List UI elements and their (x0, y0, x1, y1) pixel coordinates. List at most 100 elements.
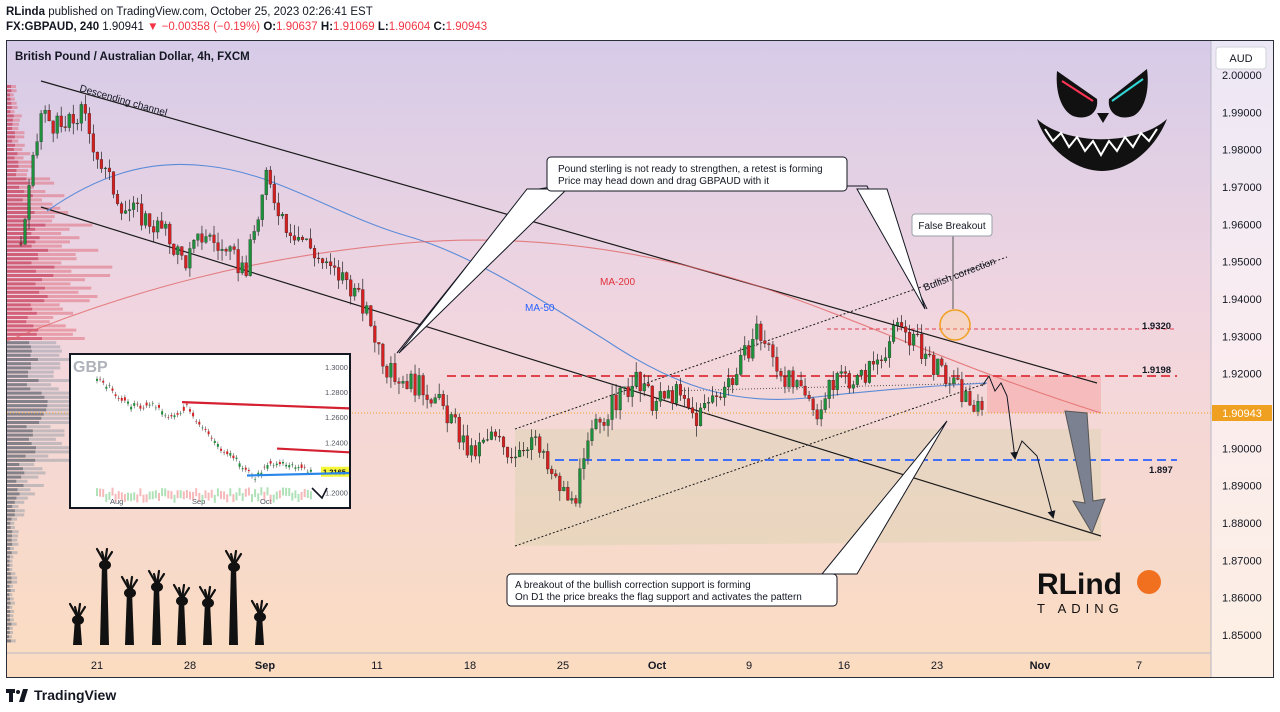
volume-profile-bar-core (7, 576, 12, 580)
inset-candle-body (204, 428, 207, 430)
candle-body (875, 359, 880, 365)
volume-profile-bar (7, 320, 50, 324)
volume-profile-bar (7, 614, 14, 618)
volume-profile-bar (7, 433, 65, 437)
volume-profile-bar (7, 475, 39, 479)
inset-volume-bar (142, 494, 145, 503)
volume-profile-bar-core (7, 631, 10, 634)
tradingview-brand[interactable]: TradingView (6, 687, 116, 703)
candle-body (650, 385, 654, 411)
candle-body (393, 363, 397, 382)
volume-profile-bar (7, 622, 17, 626)
volume-profile-bar-core (7, 185, 20, 189)
volume-profile-bar (7, 282, 71, 286)
candle-body (176, 246, 180, 255)
inset-volume-bar (294, 490, 297, 499)
inset-y-tick: 1.2800 (325, 388, 348, 397)
volume-profile-bar-core (7, 374, 28, 378)
candle-body (453, 414, 457, 418)
candle-body (578, 468, 582, 504)
inset-volume-bar (300, 491, 303, 500)
inset-x-tick: Aug (110, 497, 123, 506)
inset-candle-body (158, 405, 160, 408)
chart-frame[interactable]: False Breakout Pound sterling is not rea… (6, 40, 1274, 678)
inset-volume-bar (309, 491, 312, 500)
volume-profile-bar-core (7, 605, 10, 609)
inset-volume-bar (241, 493, 244, 502)
volume-profile-bar (7, 122, 19, 126)
candle-body (361, 289, 365, 314)
volume-profile-bar (7, 265, 113, 269)
inset-volume-bar (213, 494, 216, 503)
last-price: 1.90941 (102, 21, 144, 33)
candle-body (192, 239, 196, 249)
volume-profile-bar (7, 391, 84, 395)
inset-volume-bar (133, 492, 136, 501)
zombie-arm (125, 591, 134, 645)
inset-volume-bar (139, 488, 142, 497)
candle-body (839, 371, 843, 374)
volume-profile-bar-core (7, 194, 33, 198)
zombie-arm (177, 599, 186, 645)
candle-body (244, 262, 248, 276)
candle-body (944, 365, 948, 384)
volume-profile-bar-core (7, 538, 12, 542)
candle-body (948, 383, 952, 385)
author-name[interactable]: RLinda (6, 6, 45, 18)
volume-profile-bar (7, 374, 54, 378)
volume-profile-bar (7, 563, 13, 567)
candle-body (767, 343, 771, 345)
price-chart[interactable]: False Breakout Pound sterling is not rea… (7, 41, 1273, 677)
candle-body (369, 305, 373, 327)
candle-body (891, 325, 896, 342)
price-change: −0.00358 (−0.19%) (161, 21, 261, 33)
candle-body (960, 379, 964, 402)
pumpkin-icon (1137, 570, 1161, 594)
volume-profile-bar (7, 534, 19, 538)
candle-body (312, 248, 317, 259)
inset-last-tag (321, 466, 349, 477)
volume-profile-bar (7, 454, 49, 458)
volume-profile-bar-core (7, 513, 15, 517)
inset-candle-body (148, 404, 151, 406)
inset-volume-bar (204, 490, 207, 499)
candle-body (678, 384, 682, 396)
volume-profile-bar-core (7, 404, 48, 408)
volume-profile-bar (7, 274, 111, 277)
inset-candle-body (154, 407, 157, 409)
volume-profile-bar (7, 488, 31, 492)
false-breakout-circle (939, 309, 971, 341)
inset-volume-bar (148, 491, 151, 500)
inset-volume-bar (220, 490, 222, 499)
candle-body (618, 387, 622, 411)
inset-candle-body (229, 453, 232, 456)
volume-profile-bar-core (7, 589, 11, 592)
volume-profile-bar (7, 576, 18, 580)
candle-body (381, 343, 385, 367)
volume-profile-bar-core (7, 551, 12, 555)
volume-profile-bar-core (7, 173, 16, 177)
candle-body (160, 220, 164, 229)
level-label-1: 1.9320 (1142, 321, 1171, 332)
y-tick-label: 1.99000 (1222, 107, 1262, 119)
inset-volume-bar (105, 493, 108, 502)
volume-profile-bar-core (7, 379, 39, 382)
inset-support-line (246, 471, 350, 477)
volume-profile-bar-core (7, 601, 11, 605)
inset-volume-bar (111, 487, 114, 496)
y-tick-label: 2.00000 (1222, 70, 1262, 82)
inset-candle-body (105, 386, 108, 389)
volume-profile-bar (7, 261, 62, 265)
candle-body (871, 361, 875, 365)
volume-profile-bar-core (7, 139, 13, 143)
inset-volume-bar (195, 488, 198, 497)
inset-volume-bar (275, 491, 278, 500)
volume-profile-bar-core (7, 572, 11, 576)
inset-candle-body (133, 403, 136, 406)
candle-body (815, 409, 819, 420)
volume-profile-bar (7, 236, 80, 240)
candle-body (83, 104, 87, 114)
inset-candle-body (161, 411, 164, 415)
candle-body (622, 386, 626, 389)
inset-volume-bar (136, 494, 139, 503)
